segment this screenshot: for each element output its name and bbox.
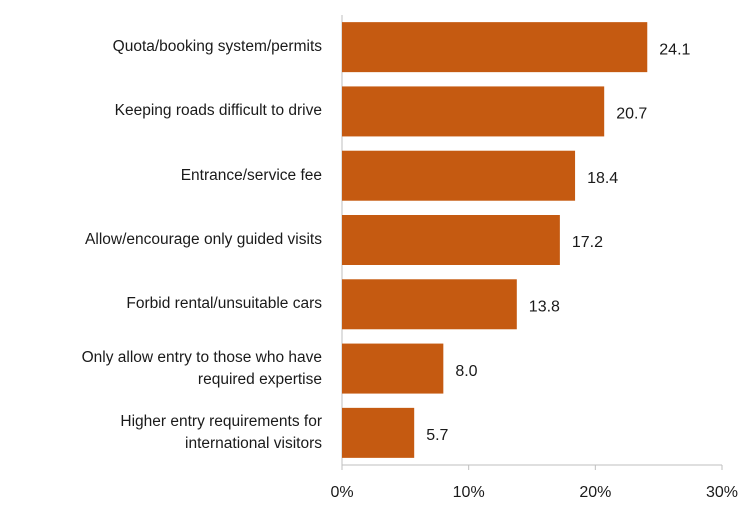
value-label: 5.7 [426, 427, 448, 444]
bar [342, 150, 576, 201]
bar [342, 86, 605, 137]
value-label: 8.0 [455, 363, 477, 380]
y-tick-label: Only allow entry to those who have requi… [81, 348, 322, 388]
x-tick-label: 20% [579, 484, 611, 501]
y-tick-label: Keeping roads difficult to drive [114, 102, 322, 120]
bar [342, 22, 648, 73]
x-tick-label: 10% [453, 484, 485, 501]
bar [342, 279, 517, 330]
bar [342, 215, 560, 265]
y-tick-label: Allow/encourage only guided visits [85, 231, 322, 248]
value-label: 18.4 [587, 170, 618, 187]
bar [342, 343, 444, 394]
x-tick-label: 0% [330, 484, 353, 501]
value-label: 17.2 [572, 234, 603, 251]
value-label: 20.7 [616, 106, 647, 123]
value-label: 13.8 [529, 299, 560, 316]
bar [342, 407, 415, 458]
value-label: 24.1 [659, 41, 690, 58]
y-tick-label: Quota/booking system/permits [112, 38, 322, 56]
y-tick-label: Higher entry requirements for internatio… [120, 412, 322, 452]
y-tick-label: Entrance/service fee [180, 166, 322, 184]
x-tick-label: 30% [706, 484, 738, 501]
y-tick-label: Forbid rental/unsuitable cars [126, 295, 322, 313]
